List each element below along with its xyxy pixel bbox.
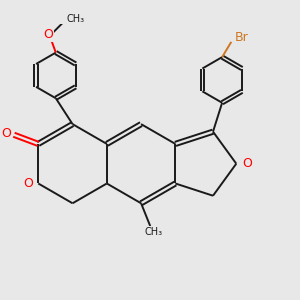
Text: CH₃: CH₃	[67, 14, 85, 24]
Text: O: O	[43, 28, 53, 41]
Text: CH₃: CH₃	[144, 226, 162, 237]
Text: O: O	[242, 157, 252, 170]
Text: Br: Br	[235, 31, 249, 44]
Text: O: O	[24, 177, 34, 190]
Text: O: O	[2, 127, 11, 140]
